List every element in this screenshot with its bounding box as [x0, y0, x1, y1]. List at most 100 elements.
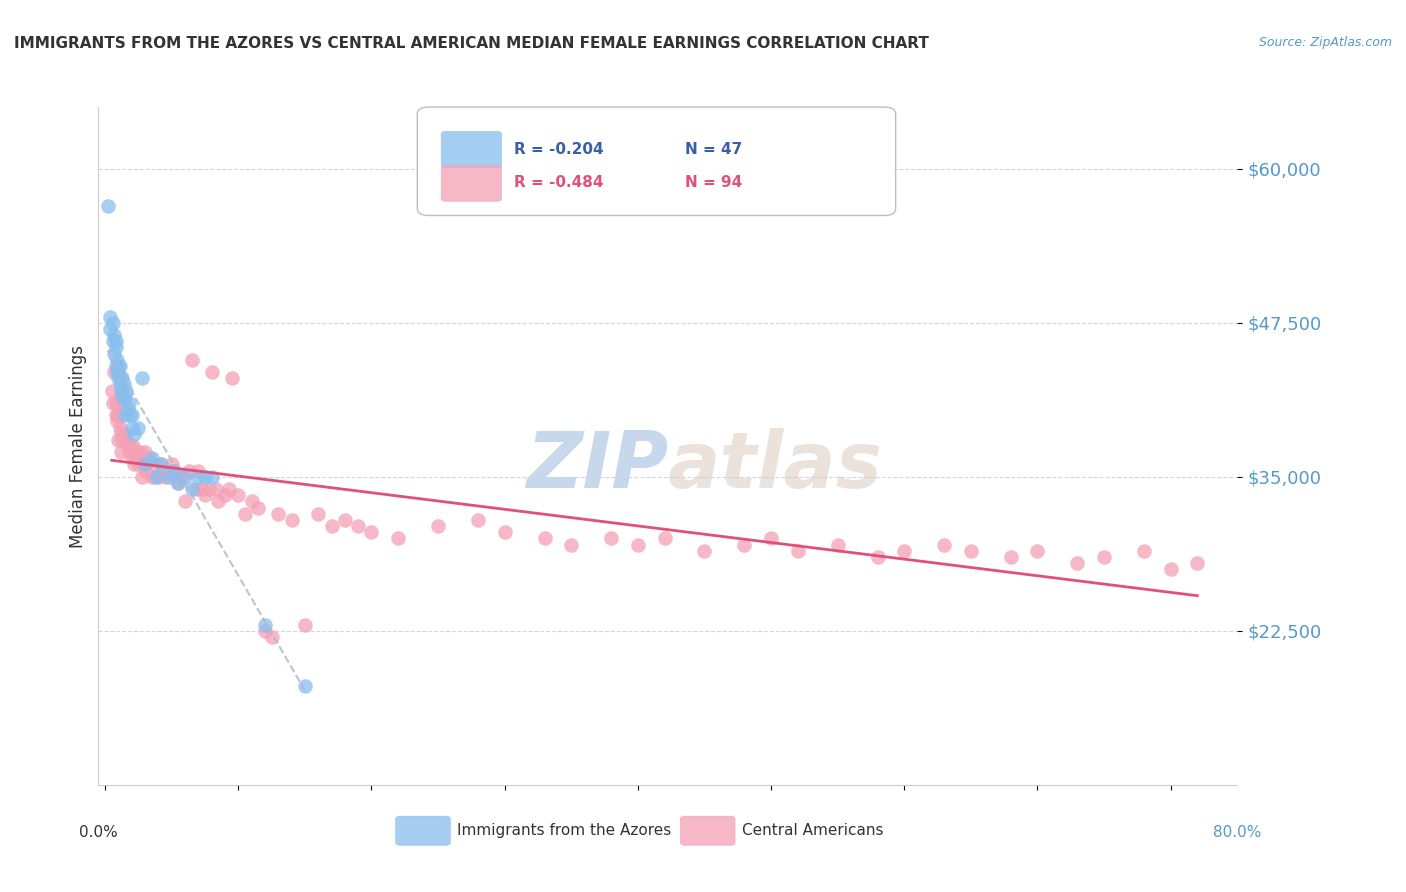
Point	[157, 464, 180, 478]
Point	[114, 408, 136, 422]
Point	[145, 470, 167, 484]
Point	[150, 458, 173, 472]
FancyBboxPatch shape	[395, 816, 450, 846]
Point	[107, 371, 129, 385]
Point	[201, 470, 224, 484]
Point	[194, 470, 217, 484]
Point	[104, 408, 127, 422]
Text: 80.0%: 80.0%	[1213, 825, 1261, 840]
Point	[191, 482, 214, 496]
Point	[427, 519, 450, 533]
Point	[260, 630, 283, 644]
Point	[1133, 543, 1156, 558]
Text: 0.0%: 0.0%	[79, 825, 118, 840]
Point	[333, 513, 356, 527]
Point	[131, 470, 153, 484]
Text: ZIP: ZIP	[526, 428, 668, 504]
Point	[600, 532, 623, 546]
Point	[387, 532, 409, 546]
Point	[307, 507, 329, 521]
Point	[167, 475, 190, 490]
Point	[118, 396, 141, 410]
Text: R = -0.204: R = -0.204	[515, 142, 603, 157]
Point	[1000, 549, 1022, 564]
Point	[111, 371, 134, 385]
Point	[786, 543, 808, 558]
Point	[163, 464, 186, 478]
Point	[111, 433, 134, 447]
Point	[112, 396, 135, 410]
Point	[204, 482, 226, 496]
Point	[267, 507, 290, 521]
Point	[207, 494, 229, 508]
Point	[153, 470, 176, 484]
Point	[114, 390, 136, 404]
Point	[194, 488, 217, 502]
Point	[253, 624, 276, 638]
Point	[97, 199, 120, 213]
Point	[104, 334, 127, 349]
Point	[560, 538, 582, 552]
Point	[100, 384, 122, 398]
Text: IMMIGRANTS FROM THE AZORES VS CENTRAL AMERICAN MEDIAN FEMALE EARNINGS CORRELATIO: IMMIGRANTS FROM THE AZORES VS CENTRAL AM…	[14, 36, 929, 51]
Point	[118, 445, 141, 459]
Point	[174, 470, 197, 484]
Point	[132, 458, 155, 472]
Point	[174, 494, 197, 508]
Point	[180, 352, 202, 367]
Point	[105, 414, 128, 428]
Point	[1066, 556, 1088, 570]
Point	[759, 532, 782, 546]
Point	[129, 451, 152, 466]
Point	[107, 433, 129, 447]
Point	[960, 543, 983, 558]
Point	[134, 458, 156, 472]
Point	[253, 617, 276, 632]
Text: atlas: atlas	[668, 428, 883, 504]
Point	[107, 408, 129, 422]
Point	[494, 525, 516, 540]
Point	[247, 500, 270, 515]
Point	[103, 328, 125, 343]
Point	[138, 451, 160, 466]
Text: R = -0.484: R = -0.484	[515, 176, 603, 191]
Point	[167, 475, 190, 490]
Point	[115, 433, 138, 447]
Point	[150, 458, 173, 472]
Point	[105, 365, 128, 379]
Point	[121, 420, 143, 434]
Text: N = 94: N = 94	[685, 176, 742, 191]
Point	[100, 322, 122, 336]
Point	[115, 384, 138, 398]
Point	[108, 359, 131, 373]
Point	[110, 445, 132, 459]
Point	[108, 377, 131, 392]
Point	[533, 532, 555, 546]
Point	[127, 420, 149, 434]
Point	[100, 310, 122, 324]
Point	[120, 408, 142, 422]
Point	[160, 458, 183, 472]
Text: Central Americans: Central Americans	[742, 823, 883, 838]
Point	[172, 470, 194, 484]
Point	[163, 464, 186, 478]
Point	[198, 482, 221, 496]
Point	[124, 426, 146, 441]
FancyBboxPatch shape	[441, 131, 502, 168]
FancyBboxPatch shape	[681, 816, 735, 846]
Point	[360, 525, 382, 540]
Point	[693, 543, 716, 558]
Point	[105, 352, 128, 367]
Point	[104, 340, 127, 354]
Point	[187, 470, 209, 484]
Point	[101, 334, 124, 349]
Point	[104, 359, 127, 373]
Point	[1092, 549, 1115, 564]
Point	[141, 470, 163, 484]
Point	[1160, 562, 1182, 576]
Point	[112, 377, 135, 392]
Point	[108, 420, 131, 434]
Point	[934, 538, 956, 552]
Point	[148, 470, 170, 484]
Text: Immigrants from the Azores: Immigrants from the Azores	[457, 823, 672, 838]
